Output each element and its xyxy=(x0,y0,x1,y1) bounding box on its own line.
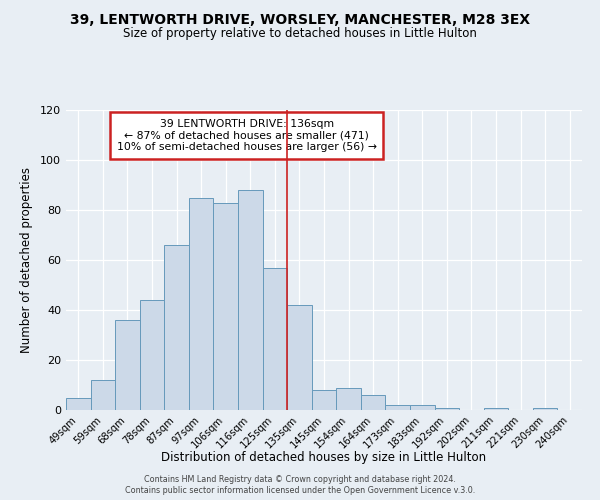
Text: Size of property relative to detached houses in Little Hulton: Size of property relative to detached ho… xyxy=(123,28,477,40)
Bar xyxy=(164,245,189,410)
Bar xyxy=(115,320,140,410)
Text: Contains HM Land Registry data © Crown copyright and database right 2024.: Contains HM Land Registry data © Crown c… xyxy=(144,475,456,484)
Bar xyxy=(312,390,336,410)
Bar xyxy=(287,305,312,410)
Bar xyxy=(214,202,238,410)
Bar xyxy=(385,405,410,410)
Bar xyxy=(140,300,164,410)
Bar xyxy=(91,380,115,410)
Text: 39 LENTWORTH DRIVE: 136sqm
← 87% of detached houses are smaller (471)
10% of sem: 39 LENTWORTH DRIVE: 136sqm ← 87% of deta… xyxy=(116,119,377,152)
Bar xyxy=(410,405,434,410)
Y-axis label: Number of detached properties: Number of detached properties xyxy=(20,167,33,353)
Text: 39, LENTWORTH DRIVE, WORSLEY, MANCHESTER, M28 3EX: 39, LENTWORTH DRIVE, WORSLEY, MANCHESTER… xyxy=(70,12,530,26)
Bar xyxy=(263,268,287,410)
Bar xyxy=(434,408,459,410)
Text: Contains public sector information licensed under the Open Government Licence v.: Contains public sector information licen… xyxy=(125,486,475,495)
Bar xyxy=(66,398,91,410)
Bar xyxy=(361,395,385,410)
Text: Distribution of detached houses by size in Little Hulton: Distribution of detached houses by size … xyxy=(161,451,487,464)
Bar xyxy=(533,408,557,410)
Bar xyxy=(189,198,214,410)
Bar xyxy=(336,388,361,410)
Bar xyxy=(484,408,508,410)
Bar xyxy=(238,190,263,410)
